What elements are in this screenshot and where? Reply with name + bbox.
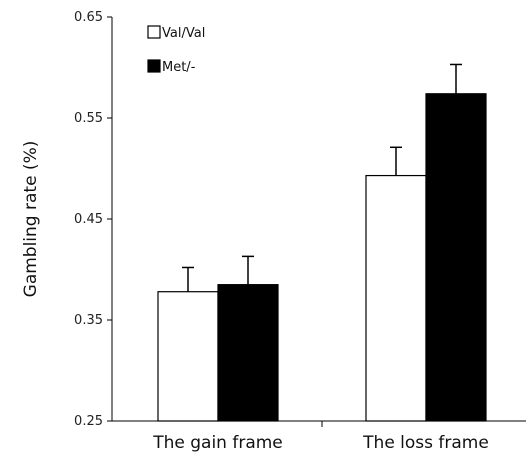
y-axis-label: Gambling rate (%): [21, 141, 41, 298]
x-category-label: The loss frame: [362, 433, 489, 453]
legend-swatch-met: [147, 59, 161, 73]
bars-group: [157, 93, 487, 422]
x-axis-ticks: The gain frame The loss frame: [152, 421, 489, 453]
y-tick-label: 0.45: [74, 212, 103, 227]
y-tick-label: 0.25: [74, 414, 103, 429]
legend-swatch-val-val: [147, 25, 161, 39]
bar-met-loss: [425, 93, 487, 422]
legend: Val/Val Met/-: [147, 25, 205, 75]
error-bars-group: [182, 63, 462, 292]
bar-val-val-loss: [365, 174, 427, 422]
x-category-label: The gain frame: [152, 433, 283, 453]
y-tick-label: 0.35: [74, 313, 103, 328]
bar-val-val-gain: [157, 291, 219, 422]
y-tick-label: 0.65: [74, 10, 103, 25]
legend-label-val-val: Val/Val: [162, 26, 205, 41]
legend-label-met: Met/-: [162, 60, 196, 75]
y-tick-label: 0.55: [74, 111, 103, 126]
y-axis-ticks: 0.25 0.35 0.45 0.55 0.65: [74, 10, 112, 429]
bar-met-gain: [217, 284, 279, 422]
